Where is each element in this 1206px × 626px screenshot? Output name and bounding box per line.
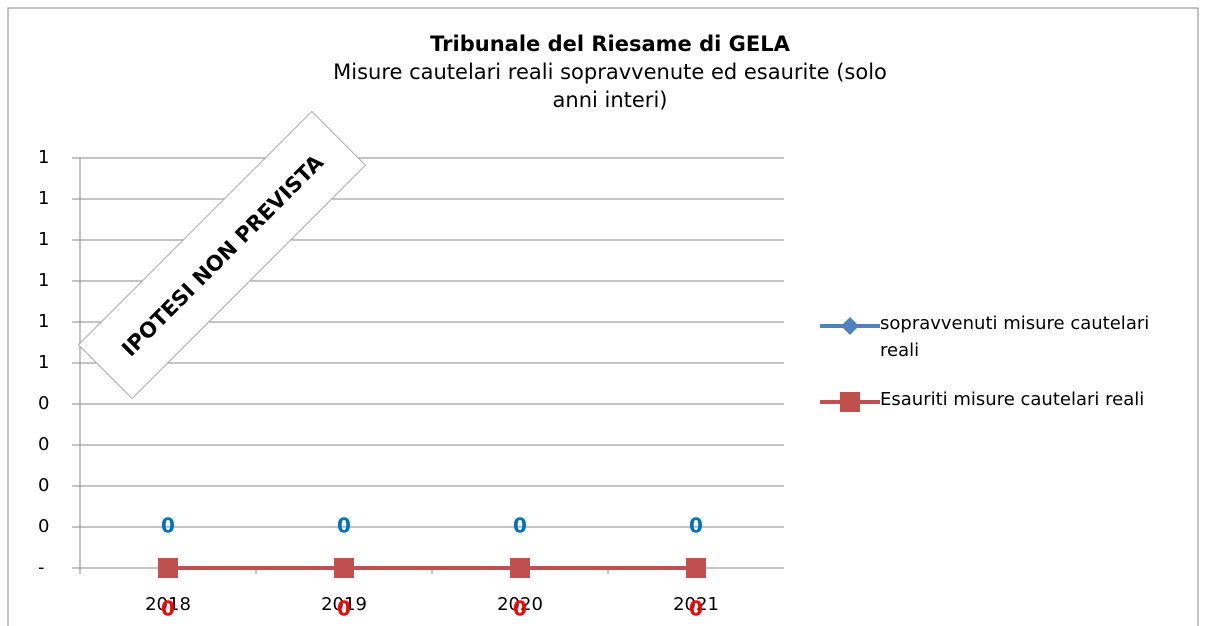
y-tick-label: 1 bbox=[38, 311, 49, 332]
data-label: 0 bbox=[513, 514, 527, 538]
legend-item: Esauriti misure cautelari reali bbox=[820, 386, 1200, 416]
marker bbox=[334, 558, 354, 578]
x-tick-label: 2018 bbox=[145, 594, 191, 615]
y-tick-label: - bbox=[38, 557, 45, 578]
y-tick-label: 0 bbox=[38, 516, 49, 537]
legend-label: Esauriti misure cautelari reali bbox=[880, 389, 1145, 410]
legend-swatch bbox=[820, 317, 880, 335]
annotation-box bbox=[77, 110, 367, 400]
data-label: 0 bbox=[689, 514, 703, 538]
y-tick-label: 0 bbox=[38, 475, 49, 496]
data-label: 0 bbox=[513, 597, 527, 621]
data-label: 0 bbox=[689, 597, 703, 621]
data-label: 0 bbox=[337, 597, 351, 621]
y-tick-label: 1 bbox=[38, 188, 49, 209]
y-tick-label: 0 bbox=[38, 393, 49, 414]
legend-label: sopravvenuti misure cautelari reali bbox=[880, 313, 1150, 361]
data-label: 0 bbox=[161, 597, 175, 621]
legend-swatch bbox=[820, 392, 880, 412]
x-tick-label: 2020 bbox=[497, 594, 543, 615]
y-tick-label: 1 bbox=[38, 147, 49, 168]
marker bbox=[686, 558, 706, 578]
x-tick-label: 2019 bbox=[321, 594, 367, 615]
x-tick-label: 2021 bbox=[673, 594, 719, 615]
chart-subtitle: Misure cautelari reali sopravvenute ed e… bbox=[333, 60, 887, 112]
legend-marker bbox=[840, 392, 860, 412]
legend-marker bbox=[841, 317, 859, 335]
y-tick-label: 1 bbox=[38, 270, 49, 291]
marker bbox=[510, 558, 530, 578]
legend-item: sopravvenuti misure cautelari reali bbox=[820, 310, 1200, 364]
y-tick-label: 1 bbox=[38, 352, 49, 373]
data-label: 0 bbox=[337, 514, 351, 538]
data-label: 0 bbox=[161, 514, 175, 538]
y-tick-label: 0 bbox=[38, 434, 49, 455]
chart-title: Tribunale del Riesame di GELA bbox=[430, 32, 790, 56]
legend: sopravvenuti misure cautelari reali Esaur… bbox=[820, 310, 1200, 438]
marker bbox=[158, 558, 178, 578]
y-tick-label: 1 bbox=[38, 229, 49, 250]
